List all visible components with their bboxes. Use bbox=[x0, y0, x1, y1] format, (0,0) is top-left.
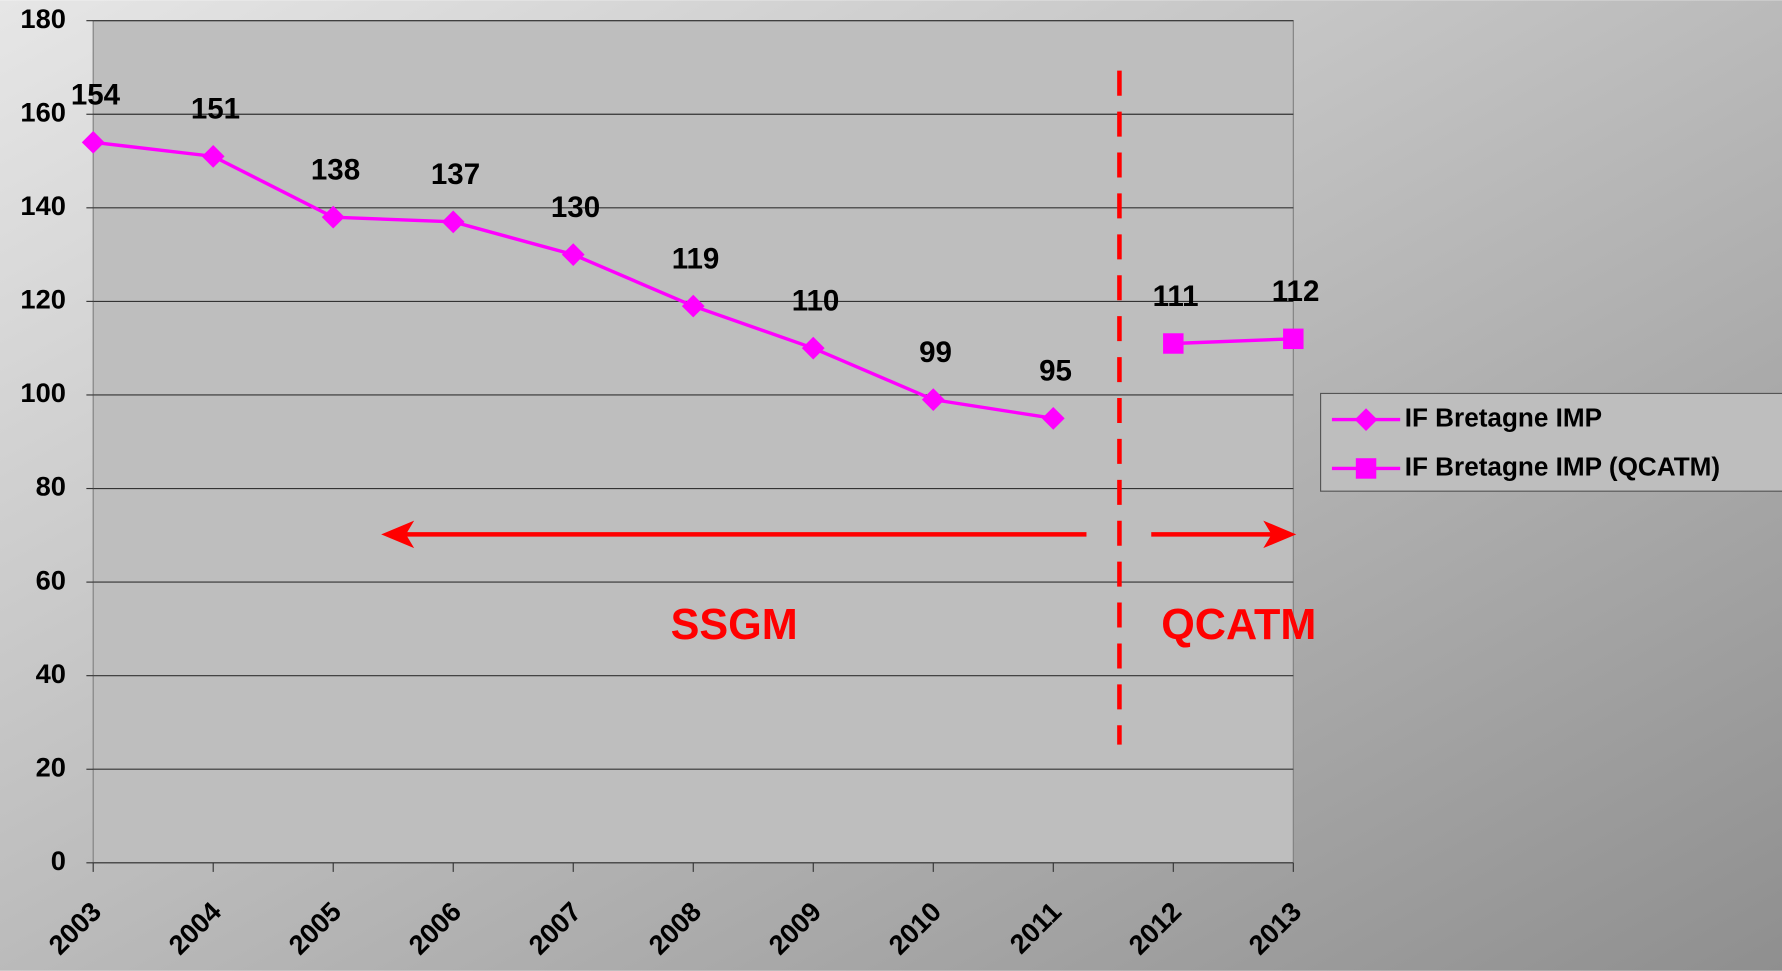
arrow-left bbox=[381, 520, 1087, 549]
y-tick-label: 60 bbox=[36, 564, 66, 595]
marker bbox=[801, 336, 825, 360]
marker bbox=[441, 210, 465, 234]
data-label: 110 bbox=[792, 285, 840, 318]
legend bbox=[1320, 392, 1782, 492]
marker bbox=[1283, 328, 1304, 350]
data-label: 119 bbox=[672, 242, 720, 275]
y-tick-label: 20 bbox=[36, 751, 66, 782]
marker bbox=[681, 294, 705, 318]
marker bbox=[81, 130, 105, 154]
data-label: 130 bbox=[551, 191, 600, 224]
data-label: 151 bbox=[191, 93, 240, 126]
data-label: 111 bbox=[1153, 280, 1199, 313]
y-tick-label: 140 bbox=[20, 190, 65, 221]
data-label: 154 bbox=[71, 79, 121, 112]
annotation: SSGM bbox=[671, 601, 798, 649]
y-tick-label: 40 bbox=[36, 658, 66, 689]
legend-label: IF Bretagne IMP bbox=[1405, 402, 1602, 432]
plot-area bbox=[92, 20, 1294, 864]
marker bbox=[1354, 408, 1378, 431]
data-label: 95 bbox=[1039, 355, 1072, 388]
y-tick-label: 120 bbox=[20, 284, 65, 315]
marker bbox=[1163, 333, 1184, 354]
data-label: 137 bbox=[431, 158, 480, 191]
data-label: 99 bbox=[919, 336, 952, 369]
y-tick-label: 180 bbox=[20, 3, 65, 34]
marker bbox=[1355, 458, 1377, 479]
y-tick-label: 0 bbox=[51, 845, 66, 876]
marker bbox=[321, 205, 345, 229]
marker bbox=[201, 144, 225, 168]
y-tick-label: 160 bbox=[20, 96, 65, 127]
data-label: 112 bbox=[1272, 275, 1320, 308]
annotation: QCATM bbox=[1161, 601, 1316, 649]
y-tick-label: 100 bbox=[20, 377, 65, 408]
legend-label: IF Bretagne IMP (QCATM) bbox=[1405, 451, 1720, 481]
series-line bbox=[1173, 337, 1294, 346]
arrow-right bbox=[1151, 520, 1297, 549]
data-label: 138 bbox=[311, 154, 360, 187]
y-tick-label: 80 bbox=[36, 471, 66, 502]
